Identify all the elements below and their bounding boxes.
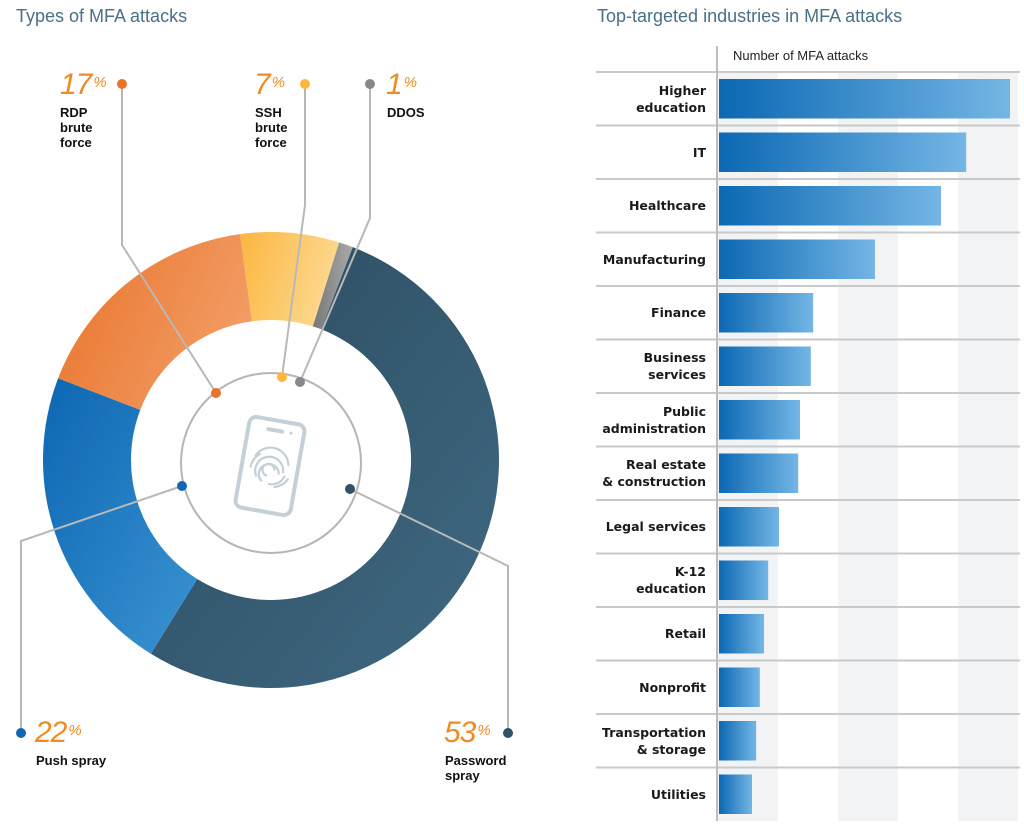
bar-legal-services (719, 507, 779, 547)
bar-public-administration (719, 400, 800, 440)
bar-nonprofit (719, 667, 760, 707)
bar-chart-title: Top-targeted industries in MFA attacks (597, 6, 903, 26)
donut-slice-password-spray (150, 247, 500, 689)
bar-category-label: Healthcare (628, 198, 706, 214)
leader-line-rdp-brute-force (121, 84, 217, 394)
bar-category-label: Finance (651, 305, 706, 321)
leader-dot-push-spray (16, 728, 26, 738)
bar-category-label: Higher education (636, 82, 706, 115)
donut-slice-rdp-brute-force (58, 234, 252, 410)
bar-category-label: Legal services (605, 519, 706, 535)
rdp-label: RDP brute force (60, 105, 93, 150)
leader-dot-rdp-brute-force (117, 79, 127, 89)
bar-axis-title: Number of MFA attacks (733, 48, 869, 63)
rdp-percent: 17% (60, 68, 107, 101)
bar-retail (719, 614, 764, 654)
bar-category-label: K-12 education (636, 564, 706, 597)
bar-category-label: Retail (664, 626, 706, 642)
bar-category-label: Transportation & storage (602, 724, 706, 757)
ddos-percent: 1% (386, 68, 418, 101)
push-spray-label: Push spray (36, 753, 107, 768)
phone-fingerprint-icon (233, 414, 307, 518)
bar-finance (719, 293, 814, 333)
leader-dot-push-spray (177, 481, 187, 491)
ssh-percent: 7% (254, 68, 286, 101)
bar-transportation--storage (719, 721, 757, 761)
bar-manufacturing (719, 239, 875, 279)
bar-business-services (719, 346, 811, 386)
leader-dot-ssh-brute-force (277, 372, 287, 382)
bar-category-label: Business services (643, 350, 706, 383)
donut-chart-title: Types of MFA attacks (16, 6, 188, 26)
donut-slice-push-spray (42, 378, 198, 654)
leader-line-ddos (299, 84, 371, 383)
bar-utilities (719, 774, 752, 814)
leader-dot-ddos (365, 79, 375, 89)
leader-dot-password-spray (345, 484, 355, 494)
leader-line-password-spray (349, 488, 509, 733)
leader-dot-ssh-brute-force (300, 79, 310, 89)
inner-ring (180, 372, 362, 554)
bar-higher-education (719, 79, 1010, 119)
push-spray-percent: 22% (35, 716, 82, 749)
bar-category-label: Nonprofit (639, 679, 706, 695)
leader-dot-rdp-brute-force (211, 388, 221, 398)
bar-real-estate--construction (719, 453, 799, 493)
leader-line-ssh-brute-force (281, 84, 306, 378)
leader-dot-password-spray (503, 728, 513, 738)
ddos-label: DDOS (387, 105, 425, 120)
bar-it (719, 132, 967, 172)
bar-category-label: Manufacturing (602, 251, 706, 267)
bar-healthcare (719, 186, 941, 226)
leader-dot-ddos (295, 377, 305, 387)
bar-category-label: Real estate & construction (602, 457, 706, 490)
password-spray-label: Password spray (445, 753, 507, 783)
bar-k-12-education (719, 560, 769, 600)
donut-slice-ddos (312, 242, 353, 330)
bar-category-label: Public administration (602, 403, 706, 436)
bar-category-label: IT (692, 144, 706, 160)
donut-slice-ssh-brute-force (240, 232, 340, 327)
bar-category-label: Utilities (650, 786, 706, 802)
leader-line-push-spray (20, 485, 183, 733)
password-spray-percent: 53% (444, 716, 491, 749)
ssh-label: SSH brute force (255, 105, 288, 150)
